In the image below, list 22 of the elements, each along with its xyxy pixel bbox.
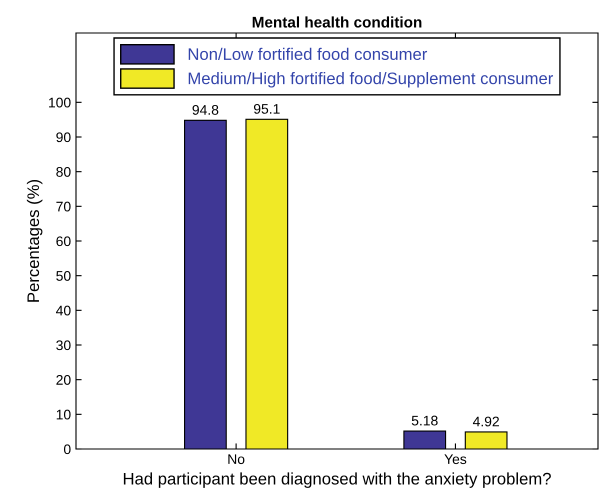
- y-tick-label: 100: [49, 98, 71, 108]
- y-tick-label: 0: [64, 444, 71, 454]
- y-tick-label: 20: [56, 375, 71, 385]
- data-label: 4.92: [472, 416, 499, 426]
- legend-label: Medium/High fortified food/Supplement consumer: [188, 72, 554, 88]
- data-label: 95.1: [254, 104, 280, 114]
- y-tick-label: 40: [56, 306, 71, 316]
- y-axis-title: Percentages (%): [26, 180, 42, 302]
- x-axis-title: Had participant been diagnosed with the anxiety problem?: [124, 472, 551, 488]
- y-tick-label: 30: [56, 340, 71, 350]
- y-tick-label: 10: [56, 410, 71, 420]
- x-tick-label: Yes: [444, 454, 466, 464]
- legend-label: Non/Low fortified food consumer: [188, 48, 428, 60]
- data-label: 5.18: [412, 416, 438, 426]
- data-label: 94.8: [192, 105, 218, 115]
- y-tick-label: 80: [56, 167, 71, 177]
- y-tick-label: 50: [56, 271, 71, 281]
- x-tick-label: No: [228, 454, 244, 464]
- y-tick-label: 60: [56, 236, 71, 246]
- chart-title: Mental health condition: [252, 16, 422, 28]
- y-tick-label: 90: [56, 132, 71, 142]
- y-tick-label: 70: [56, 202, 71, 212]
